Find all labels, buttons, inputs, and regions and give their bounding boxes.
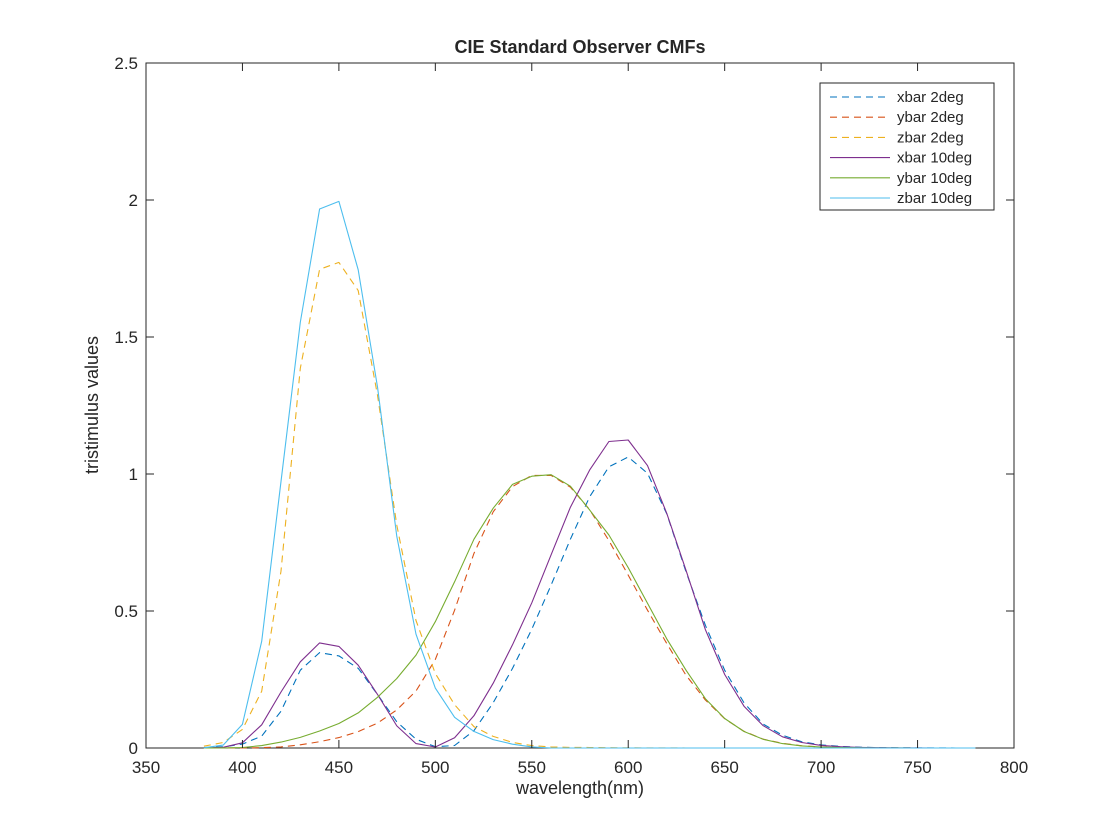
y-tick-label: 1 xyxy=(129,465,138,484)
x-tick-label: 650 xyxy=(710,758,738,777)
x-tick-label: 700 xyxy=(807,758,835,777)
legend-label: ybar 2deg xyxy=(897,109,964,126)
x-tick-label: 550 xyxy=(518,758,546,777)
legend-label: xbar 10deg xyxy=(897,150,972,167)
y-tick-label: 2.5 xyxy=(114,54,138,73)
series-line-xbar-10deg xyxy=(203,439,976,749)
y-tick-label: 0.5 xyxy=(114,602,138,621)
x-axis-label: wavelength(nm) xyxy=(515,778,644,798)
legend-box xyxy=(819,82,995,211)
y-tick-label: 0 xyxy=(129,739,138,758)
x-tick-label: 450 xyxy=(325,758,353,777)
series-line-zbar-10deg xyxy=(203,200,976,749)
legend: xbar 2deg ybar 2deg zbar 2deg xbar 10deg yba… xyxy=(819,82,995,211)
ticks-layer: 350 400 450 500 550 600 650 700 750 800 0 0.5 1 1.5 2 2… xyxy=(114,54,1028,777)
legend-label: xbar 2deg xyxy=(897,89,964,106)
x-tick-label: 600 xyxy=(614,758,642,777)
legend-label: zbar 10deg xyxy=(897,190,972,207)
series-layer xyxy=(203,200,976,749)
x-tick-label: 800 xyxy=(1000,758,1028,777)
y-tick-label: 1.5 xyxy=(114,328,138,347)
legend-label: ybar 10deg xyxy=(897,170,972,187)
x-tick-label: 750 xyxy=(903,758,931,777)
legend-label: zbar 2deg xyxy=(897,129,964,146)
x-tick-label: 500 xyxy=(421,758,449,777)
x-tick-label: 400 xyxy=(228,758,256,777)
x-tick-label: 350 xyxy=(132,758,160,777)
y-axis-label: tristimulus values xyxy=(82,336,102,474)
y-tick-label: 2 xyxy=(129,191,138,210)
chart-title: CIE Standard Observer CMFs xyxy=(454,37,705,57)
